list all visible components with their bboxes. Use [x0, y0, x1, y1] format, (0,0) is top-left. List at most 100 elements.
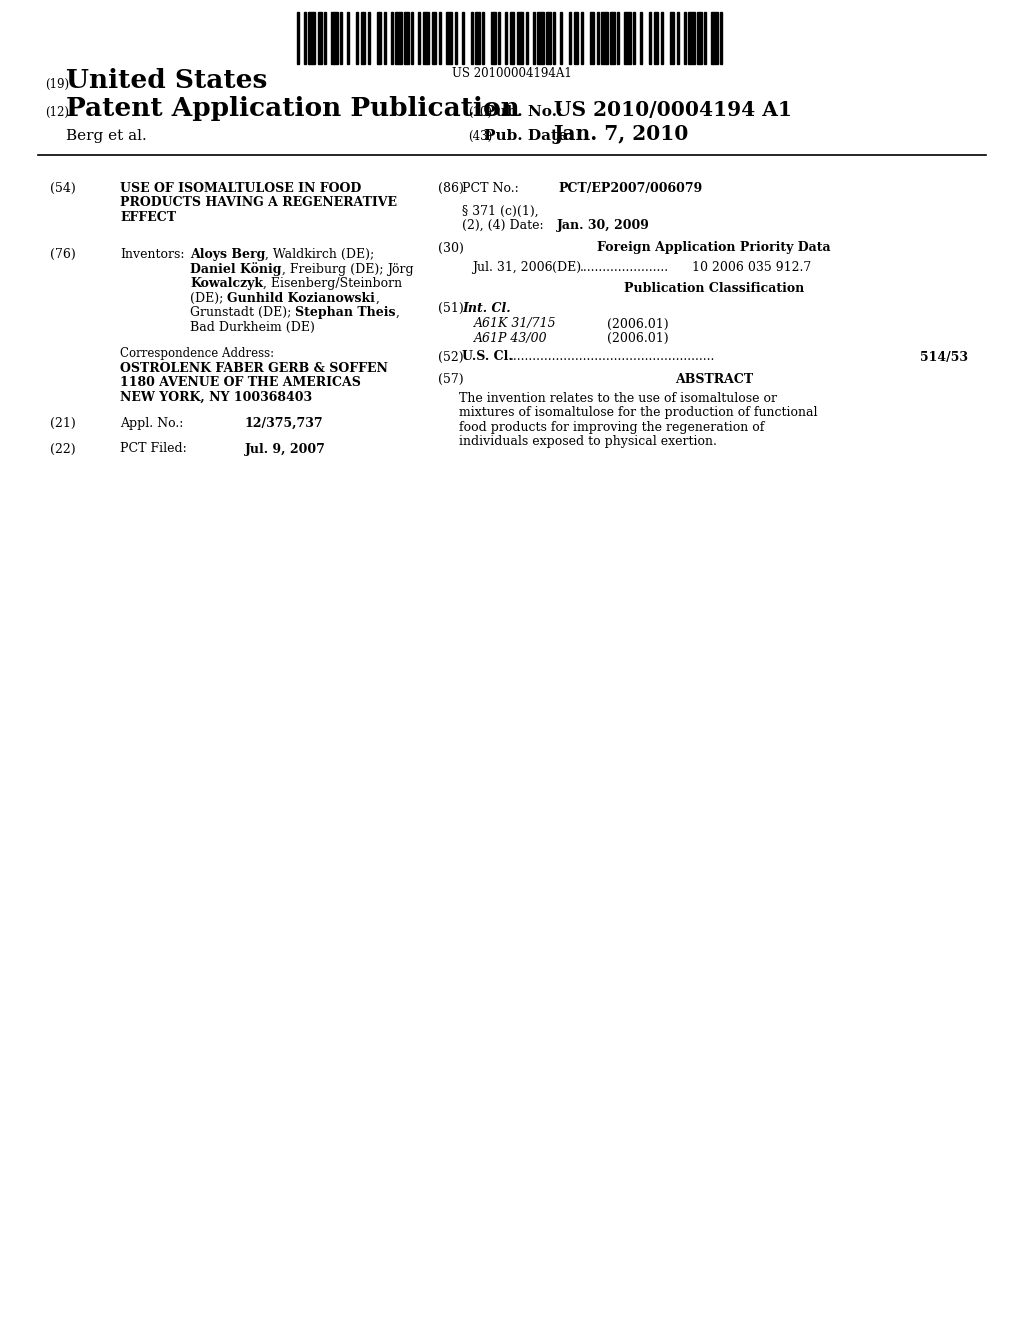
Text: Stephan Theis: Stephan Theis [295, 306, 396, 319]
Text: (57): (57) [438, 374, 464, 385]
Text: (2006.01): (2006.01) [607, 318, 669, 330]
Bar [297, 12, 299, 63]
Bar [308, 12, 315, 63]
Text: Foreign Application Priority Data: Foreign Application Priority Data [597, 242, 830, 255]
Text: , Eisenberg/Steinborn: , Eisenberg/Steinborn [263, 277, 402, 290]
Bar [532, 12, 535, 63]
Bar [660, 12, 663, 63]
Text: A61K 31/715: A61K 31/715 [474, 318, 557, 330]
Text: Bad Durkheim (DE): Bad Durkheim (DE) [190, 321, 314, 334]
Bar [332, 12, 338, 63]
Bar [581, 12, 583, 63]
Bar [404, 12, 409, 63]
Text: Gunhild Kozianowski: Gunhild Kozianowski [227, 292, 375, 305]
Text: (12): (12) [45, 106, 69, 119]
Text: Patent Application Publication: Patent Application Publication [66, 96, 520, 121]
Text: ,: , [396, 306, 399, 319]
Bar [439, 12, 440, 63]
Bar [597, 12, 599, 63]
Bar [720, 12, 722, 63]
Bar [697, 12, 701, 63]
Text: PCT No.:: PCT No.: [462, 182, 519, 195]
Text: Jan. 7, 2010: Jan. 7, 2010 [554, 124, 689, 144]
Bar [505, 12, 507, 63]
Text: Pub. No.:: Pub. No.: [484, 106, 562, 119]
Bar [649, 12, 651, 63]
Bar [361, 12, 366, 63]
Text: , Waldkirch (DE);: , Waldkirch (DE); [265, 248, 375, 261]
Bar [499, 12, 501, 63]
Text: United States: United States [66, 69, 267, 92]
Text: Jul. 9, 2007: Jul. 9, 2007 [245, 442, 326, 455]
Text: Aloys Berg: Aloys Berg [190, 248, 265, 261]
Text: (22): (22) [50, 442, 76, 455]
Text: individuals exposed to physical exertion.: individuals exposed to physical exertion… [459, 436, 717, 447]
Bar [423, 12, 429, 63]
Text: (51): (51) [438, 302, 464, 315]
Bar [510, 12, 514, 63]
Bar [624, 12, 631, 63]
Text: .......................: ....................... [580, 261, 669, 275]
Bar [633, 12, 635, 63]
Text: PRODUCTS HAVING A REGENERATIVE: PRODUCTS HAVING A REGENERATIVE [120, 197, 397, 210]
Bar [688, 12, 694, 63]
Bar [547, 12, 551, 63]
Bar [304, 12, 306, 63]
Text: Inventors:: Inventors: [120, 248, 184, 261]
Text: 1180 AVENUE OF THE AMERICAS: 1180 AVENUE OF THE AMERICAS [120, 376, 360, 389]
Bar [553, 12, 555, 63]
Bar [516, 12, 523, 63]
Bar [377, 12, 381, 63]
Bar [317, 12, 322, 63]
Bar [432, 12, 436, 63]
Text: (DE);: (DE); [190, 292, 227, 305]
Text: PCT Filed:: PCT Filed: [120, 442, 186, 455]
Text: ABSTRACT: ABSTRACT [675, 374, 753, 385]
Bar [711, 12, 718, 63]
Text: Jul. 31, 2006: Jul. 31, 2006 [472, 261, 553, 275]
Bar [525, 12, 527, 63]
Text: USE OF ISOMALTULOSE IN FOOD: USE OF ISOMALTULOSE IN FOOD [120, 182, 361, 195]
Bar [475, 12, 479, 63]
Text: Daniel König: Daniel König [190, 263, 282, 276]
Bar [705, 12, 707, 63]
Text: NEW YORK, NY 100368403: NEW YORK, NY 100368403 [120, 391, 312, 404]
Text: Grunstadt (DE);: Grunstadt (DE); [190, 306, 295, 319]
Text: (54): (54) [50, 182, 76, 195]
Text: Pub. Date:: Pub. Date: [484, 129, 573, 143]
Text: mixtures of isomaltulose for the production of functional: mixtures of isomaltulose for the product… [459, 407, 817, 418]
Text: (2006.01): (2006.01) [607, 333, 669, 345]
Text: ,: , [375, 292, 379, 305]
Text: 12/375,737: 12/375,737 [245, 417, 324, 429]
Text: (86): (86) [438, 182, 464, 195]
Text: (DE): (DE) [552, 261, 582, 275]
Bar [590, 12, 594, 63]
Bar [455, 12, 457, 63]
Bar [325, 12, 327, 63]
Text: Jan. 30, 2009: Jan. 30, 2009 [557, 219, 650, 232]
Text: Int. Cl.: Int. Cl. [462, 302, 511, 315]
Bar [492, 12, 496, 63]
Text: § 371 (c)(1),: § 371 (c)(1), [462, 205, 539, 218]
Bar [601, 12, 608, 63]
Bar [418, 12, 420, 63]
Text: .....................................................: ........................................… [510, 351, 716, 363]
Text: U.S. Cl.: U.S. Cl. [462, 351, 513, 363]
Bar [640, 12, 642, 63]
Text: (30): (30) [438, 242, 464, 255]
Bar [384, 12, 386, 63]
Text: EFFECT: EFFECT [120, 211, 176, 224]
Text: OSTROLENK FABER GERB & SOFFEN: OSTROLENK FABER GERB & SOFFEN [120, 362, 388, 375]
Text: 10 2006 035 912.7: 10 2006 035 912.7 [692, 261, 811, 275]
Text: 514/53: 514/53 [920, 351, 968, 363]
Bar [356, 12, 358, 63]
Text: (76): (76) [50, 248, 76, 261]
Bar [347, 12, 349, 63]
Bar [610, 12, 614, 63]
Bar [569, 12, 571, 63]
Text: A61P 43/00: A61P 43/00 [474, 333, 548, 345]
Text: Berg et al.: Berg et al. [66, 129, 146, 143]
Bar [670, 12, 674, 63]
Text: (2), (4) Date:: (2), (4) Date: [462, 219, 544, 232]
Bar [340, 12, 342, 63]
